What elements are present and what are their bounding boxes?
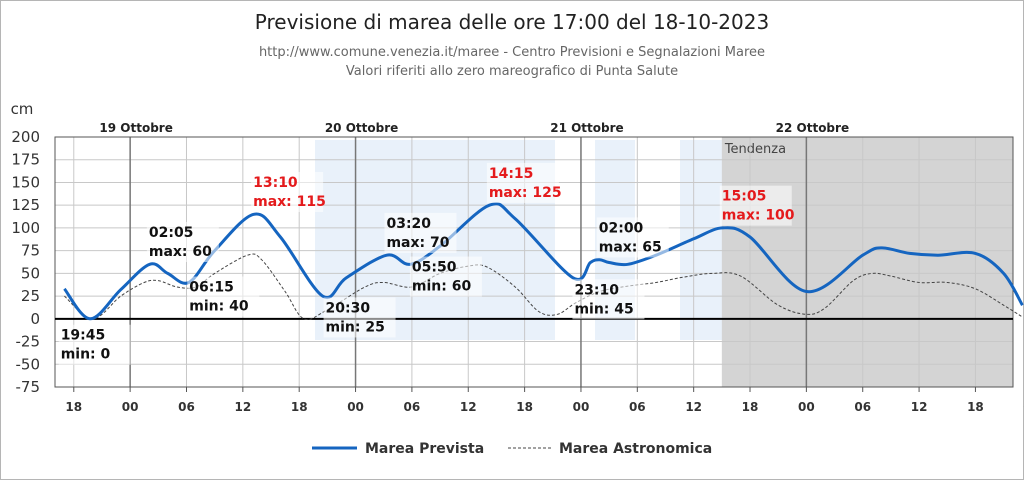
extreme-annotation: 02:00 max: 65 [596,217,669,258]
y-tick-label: -50 [16,355,41,373]
annotation-value: max: 100 [722,208,795,224]
extreme-annotation: 20:30 min: 25 [323,297,396,338]
annotation-backdrop [146,222,219,262]
axes: 200 175 150 125 100 75 50 25 0 -25 -50 -75 18 00 06 12 1… [11,121,1024,414]
extreme-annotation: 03:20 max: 70 [384,212,457,253]
annotation-value: min: 45 [574,301,633,317]
extreme-annotation: 15:05 max: 100 [719,185,795,226]
extreme-annotation: 19:45 min: 0 [58,324,131,365]
annotation-time: 02:05 [149,225,194,241]
day-label: 21 Ottobre [550,121,623,135]
annotation-value: max: 65 [599,239,662,255]
tendenza-label: Tendenza [724,142,786,157]
annotation-time: 23:10 [574,282,619,298]
annotation-value: max: 115 [253,194,326,210]
annotation-time: 03:20 [386,216,431,232]
x-tick-label: 18 [291,400,308,414]
annotation-backdrop [409,256,482,297]
extreme-annotation: 02:05 max: 60 [146,222,219,262]
day-label: 19 Ottobre [99,121,172,135]
x-tick-label: 18 [65,400,82,414]
annotation-time: 05:50 [412,260,457,276]
annotation-time: 02:00 [599,220,644,236]
x-tick-label: 00 [573,400,590,414]
annotation-value: min: 0 [61,347,111,363]
annotation-backdrop [572,279,645,320]
x-tick-label: 12 [234,400,251,414]
annotation-value: min: 40 [189,299,249,315]
y-axis-label: cm [11,100,34,118]
y-tick-label: 50 [21,264,40,282]
y-tick-label: 200 [11,128,40,146]
y-tick-label: -75 [16,378,41,396]
x-tick-label: 00 [122,400,139,414]
legend-label-prevista: Marea Prevista [365,441,484,457]
x-tick-label: 18 [967,400,984,414]
x-tick-label: 06 [629,400,646,414]
series [63,202,1024,321]
y-tick-label: 25 [21,287,40,305]
chart-title: Previsione di marea delle ore 17:00 del … [255,10,769,34]
annotation-backdrop [187,276,260,317]
annotation-time: 20:30 [326,300,371,316]
y-tick-label: 150 [11,173,40,191]
day-label: 20 Ottobre [325,121,398,135]
x-tick-label: 12 [911,400,928,414]
legend: Marea Prevista Marea Astronomica [312,441,712,457]
y-tick-label: 175 [11,151,40,169]
annotation-value: max: 125 [489,185,562,201]
extreme-annotation: 13:10 max: 115 [251,172,326,212]
series-line-marea-prevista [63,202,1024,321]
day-label: 22 Ottobre [776,121,849,135]
annotation-time: 13:10 [253,175,298,191]
x-tick-label: 06 [178,400,195,414]
x-tick-label: 12 [685,400,702,414]
annotations: 19:45 min: 0 02:05 max: 60 06:15 min: 40 13:10… [58,162,795,365]
chart-subtitle-source: http://www.comune.venezia.it/maree - Cen… [259,45,765,60]
x-tick-label: 06 [404,400,421,414]
x-tick-label: 18 [742,400,759,414]
extreme-annotation: 06:15 min: 40 [187,276,260,317]
annotation-value: max: 70 [386,235,449,251]
annotation-backdrop [58,324,131,365]
annotation-backdrop [251,172,324,212]
chart-subtitle-reference: Valori riferiti allo zero mareografico d… [346,64,678,79]
annotation-time: 14:15 [489,166,534,182]
annotation-value: max: 60 [149,244,212,260]
x-tick-label: 18 [516,400,533,414]
annotation-backdrop [323,297,396,338]
annotation-backdrop [596,217,669,258]
x-tick-label: 00 [347,400,364,414]
extreme-annotation: 05:50 min: 60 [409,256,482,297]
y-tick-label: 75 [21,242,40,260]
legend-label-astronomica: Marea Astronomica [559,441,712,457]
extreme-annotation: 23:10 min: 45 [572,279,645,320]
annotation-value: min: 25 [326,319,385,335]
extreme-annotation: 14:15 max: 125 [486,162,562,203]
annotation-backdrop [719,185,792,226]
annotation-time: 15:05 [722,189,767,205]
annotation-value: min: 60 [412,279,472,295]
y-tick-label: 100 [11,219,40,237]
annotation-backdrop [486,162,559,203]
plot-border [54,136,1014,388]
x-tick-label: 06 [854,400,871,414]
series-line-marea-astronomica [64,253,1023,320]
y-tick-label: 0 [30,310,40,328]
x-tick-label: 12 [460,400,477,414]
annotation-time: 06:15 [189,280,234,296]
annotation-time: 19:45 [61,328,106,344]
annotation-backdrop [384,212,457,253]
y-tick-label: 125 [11,196,40,214]
y-tick-label: -25 [16,333,41,351]
tendenza-region: Tendenza [721,137,1013,387]
x-tick-label: 00 [798,400,815,414]
tendenza-shade [721,137,1013,387]
